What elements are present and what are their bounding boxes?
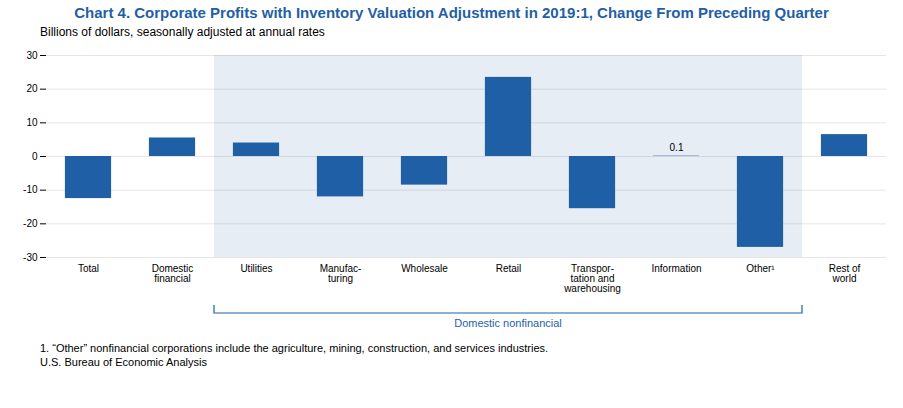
svg-text:Information: Information [651, 262, 701, 273]
svg-text:Domestic nonfinancial: Domestic nonfinancial [454, 317, 562, 329]
svg-text:Retail: Retail [496, 262, 522, 273]
html-text:Billions of dollars, seasonall: Billions of dollars, seasonally adjusted… [40, 25, 325, 39]
svg-text:Utilities: Utilities [240, 262, 272, 273]
svg-text:-20: -20 [23, 218, 38, 229]
svg-text:Manufac-turing: Manufac-turing [320, 262, 362, 283]
html-text:Chart 4. Corporate Profits wit: Chart 4. Corporate Profits with Inventor… [74, 4, 829, 21]
svg-text:10: 10 [26, 117, 38, 128]
svg-text:Total: Total [78, 262, 99, 273]
svg-text:-30: -30 [23, 251, 38, 262]
svg-text:0: 0 [32, 150, 38, 161]
svg-text:Transpor-tation andwarehousing: Transpor-tation andwarehousing [563, 262, 621, 293]
html-text:1. “Other” nonfinancial corpor: 1. “Other” nonfinancial corporations inc… [40, 341, 549, 354]
svg-text:Wholesale: Wholesale [401, 262, 448, 273]
html-text:U.S. Bureau of Economic Analys: U.S. Bureau of Economic Analysis [40, 355, 207, 368]
svg-text:Other¹: Other¹ [746, 262, 775, 273]
svg-text:Domesticfinancial: Domesticfinancial [152, 262, 194, 283]
svg-text:20: 20 [26, 83, 38, 94]
svg-text:-10: -10 [23, 184, 38, 195]
svg-text:Rest ofworld: Rest ofworld [829, 262, 861, 283]
svg-text:30: 30 [26, 49, 38, 60]
svg-text:0.1: 0.1 [670, 142, 684, 153]
